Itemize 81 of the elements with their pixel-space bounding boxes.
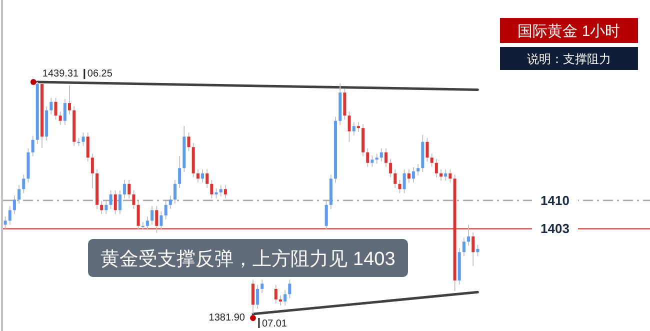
annotation: 1381.90 <box>208 312 246 324</box>
candlestick <box>22 174 26 194</box>
text: 06.25 <box>87 68 113 80</box>
candlestick <box>407 168 410 184</box>
candlestick <box>256 284 260 310</box>
candlestick <box>426 137 429 162</box>
candlestick <box>467 224 470 246</box>
candlestick <box>150 206 154 226</box>
candlestick <box>462 237 466 257</box>
candlestick <box>82 132 85 146</box>
candlestick <box>375 153 378 164</box>
candlestick <box>123 179 126 199</box>
candlestick <box>398 179 402 194</box>
candlestick <box>109 190 112 210</box>
candlestick <box>128 179 131 199</box>
candlestick <box>90 153 94 189</box>
candlestick <box>58 111 62 126</box>
candlestick <box>155 206 158 234</box>
candlestick <box>100 200 104 215</box>
candlestick <box>370 155 374 168</box>
candlestick <box>132 190 136 210</box>
candlestick <box>402 168 406 194</box>
text: 国际黄金 1小时 <box>518 23 620 40</box>
ref-line-label: 1410 <box>540 192 570 208</box>
candlestick <box>160 210 163 230</box>
candlestick <box>260 279 264 294</box>
candlestick <box>31 135 34 157</box>
candlestick <box>104 200 108 215</box>
candlestick <box>324 200 328 230</box>
candlestick <box>118 190 122 215</box>
candlestick <box>201 168 204 184</box>
candlestick <box>219 184 222 197</box>
candlestick <box>352 122 356 136</box>
candlestick <box>206 168 209 188</box>
candlestick <box>356 122 360 133</box>
candlestick <box>278 294 282 306</box>
candlestick <box>114 190 117 215</box>
candlestick <box>444 168 448 182</box>
candlestick <box>18 184 21 204</box>
candlestick <box>274 284 278 304</box>
candlestick <box>86 132 90 162</box>
text: 说明：支撑阻力 <box>527 52 611 66</box>
candlestick <box>68 84 72 115</box>
candlestick <box>251 279 254 314</box>
candlestick <box>187 132 190 152</box>
candlestick <box>63 98 66 126</box>
candlestick <box>168 195 172 210</box>
candlestick <box>12 195 16 215</box>
candlestick <box>440 168 443 182</box>
text: 07.01 <box>262 318 288 330</box>
candlestick <box>224 184 227 199</box>
candlestick <box>434 158 438 178</box>
candlestick <box>380 148 383 162</box>
candlestick <box>146 216 149 230</box>
candlestick <box>448 168 452 184</box>
candlestick <box>173 179 176 204</box>
candlestick <box>50 97 53 115</box>
candlestick <box>389 158 392 178</box>
text: 1439.31 <box>42 68 79 80</box>
candlestick <box>366 148 370 168</box>
candlestick <box>416 164 420 176</box>
candlestick <box>288 279 292 299</box>
candlestick <box>384 148 388 168</box>
candlestick <box>136 200 140 230</box>
candlestick <box>394 168 397 188</box>
candlestick <box>348 111 351 142</box>
candlestick <box>412 166 415 184</box>
candlestick <box>430 153 434 168</box>
candlestick <box>210 179 214 199</box>
candlestick <box>284 290 287 306</box>
ref-line-label: 1403 <box>540 221 570 236</box>
candlestick <box>54 97 58 120</box>
candlestick <box>214 188 218 199</box>
candlestick <box>178 155 182 188</box>
candlestick <box>472 232 475 266</box>
annotation: 黄金受支撑反弹，上方阻力见 1403 <box>100 248 396 270</box>
candlestick <box>343 88 346 120</box>
candlestick <box>196 168 200 184</box>
candlestick <box>164 200 168 220</box>
candlestick <box>476 244 480 257</box>
candlestick <box>8 206 12 226</box>
